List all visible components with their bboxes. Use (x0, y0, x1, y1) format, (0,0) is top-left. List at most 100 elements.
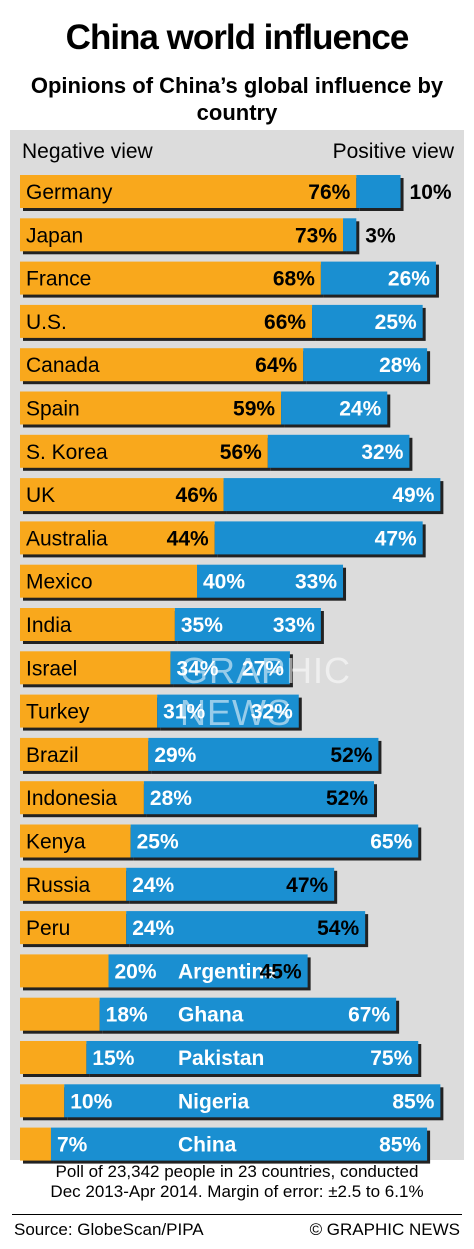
bar-positive-22 (50, 1127, 428, 1161)
bar-negative-16 (20, 867, 127, 901)
source-text: Source: GlobeScan/PIPA (14, 1220, 204, 1239)
country-label: France (26, 268, 91, 291)
value-positive: 67% (348, 1004, 390, 1027)
bar-negative-1 (20, 218, 344, 252)
value-negative: 59% (233, 398, 275, 421)
value-negative: 29% (154, 744, 196, 767)
value-negative: 24% (132, 874, 174, 897)
bar-negative-12 (20, 694, 158, 728)
value-positive: 47% (375, 527, 417, 550)
bar-negative-10 (20, 608, 175, 641)
country-label: Nigeria (178, 1090, 250, 1113)
country-label: Canada (26, 354, 100, 377)
bar-positive-5 (281, 391, 388, 425)
divider (12, 1214, 462, 1215)
value-negative: 40% (203, 571, 245, 594)
bar-positive-21 (64, 1084, 441, 1118)
value-positive: 26% (388, 268, 430, 291)
value-negative: 68% (273, 268, 315, 291)
country-label: India (26, 614, 72, 637)
footnote: Poll of 23,342 people in 23 countries, c… (0, 1162, 474, 1202)
value-negative: 24% (132, 917, 174, 940)
bar-positive-20 (86, 1041, 419, 1074)
value-positive: 52% (330, 744, 372, 767)
bar-negative-8 (20, 521, 215, 555)
bar-positive-3 (312, 304, 423, 338)
country-label: S. Korea (26, 441, 108, 464)
value-positive: 75% (370, 1047, 412, 1070)
bar-positive-16 (126, 867, 335, 901)
value-negative: 44% (167, 527, 209, 550)
bar-negative-7 (20, 478, 224, 512)
country-label: Israel (26, 657, 77, 680)
country-label: Brazil (26, 744, 79, 767)
value-positive: 33% (295, 571, 337, 594)
bar-positive-13 (148, 737, 379, 771)
value-positive: 27% (242, 657, 284, 680)
bar-positive-15 (130, 824, 419, 858)
bar-positive-18 (108, 954, 308, 988)
country-label: UK (26, 484, 55, 507)
legend-positive: Positive view (332, 140, 454, 163)
value-positive: 28% (379, 354, 421, 377)
value-negative: 76% (308, 181, 350, 204)
chart-title: China world influence (65, 18, 410, 57)
bar-negative-20 (20, 1041, 87, 1074)
value-positive: 85% (379, 1134, 421, 1157)
bar-positive-12 (157, 694, 299, 728)
country-label: Indonesia (26, 787, 117, 810)
legend-negative: Negative view (22, 140, 153, 163)
country-label: Pakistan (178, 1047, 264, 1070)
country-label: Ghana (178, 1004, 244, 1027)
bar-positive-6 (267, 434, 410, 468)
value-negative: 10% (70, 1090, 112, 1113)
bar-negative-18 (20, 954, 109, 988)
bar-negative-3 (20, 304, 313, 338)
country-label: Spain (26, 398, 80, 421)
bar-negative-19 (20, 997, 100, 1031)
value-negative: 18% (106, 1004, 148, 1027)
bar-positive-17 (126, 911, 366, 945)
bar-positive-4 (303, 348, 428, 382)
bar-negative-5 (20, 391, 282, 425)
value-positive: 24% (339, 398, 381, 421)
bar-negative-4 (20, 348, 304, 382)
bar-positive-0 (356, 175, 401, 208)
bar-negative-17 (20, 911, 127, 945)
watermark: GRAPHIC NEWS (180, 650, 352, 733)
bar-positive-8 (214, 521, 423, 555)
value-positive: 49% (392, 484, 434, 507)
country-label: Germany (26, 181, 113, 204)
bar-negative-11 (20, 651, 171, 685)
bar-positive-19 (99, 997, 397, 1031)
value-positive: 54% (317, 917, 359, 940)
value-negative: 66% (264, 311, 306, 334)
bar-negative-15 (20, 824, 131, 858)
bar-negative-13 (20, 737, 149, 771)
bar-positive-1 (343, 218, 357, 252)
bar-positive-2 (320, 261, 436, 295)
value-negative: 73% (295, 224, 337, 247)
bar-negative-6 (20, 434, 268, 468)
value-positive: 25% (375, 311, 417, 334)
value-negative: 46% (176, 484, 218, 507)
value-positive: 45% (260, 960, 302, 983)
bar-negative-22 (20, 1127, 51, 1161)
bar-negative-9 (20, 564, 197, 598)
country-label: Turkey (26, 701, 90, 724)
footnote-line-2: Dec 2013-Apr 2014. Margin of error: ±2.5… (50, 1182, 424, 1201)
country-label: Argentina (178, 960, 276, 983)
country-label: China (178, 1134, 237, 1157)
bar-negative-14 (20, 781, 144, 815)
value-negative: 34% (176, 657, 218, 680)
value-negative: 64% (255, 354, 297, 377)
bar-negative-2 (20, 261, 321, 295)
value-positive: 10% (410, 181, 452, 204)
country-label: Peru (26, 917, 70, 940)
bar-positive-11 (170, 651, 290, 685)
chart-subtitle: Opinions of China’s global influence by … (30, 73, 444, 125)
bar-positive-9 (197, 564, 344, 598)
value-negative: 7% (57, 1134, 88, 1157)
bar-positive-10 (174, 608, 321, 641)
